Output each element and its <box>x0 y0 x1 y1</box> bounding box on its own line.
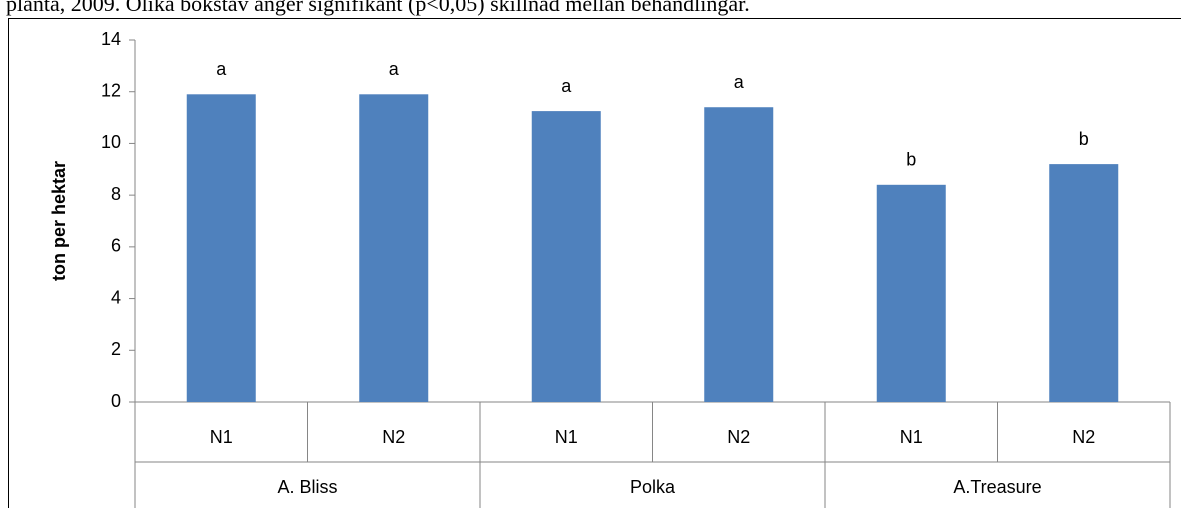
bar-label: a <box>734 72 745 92</box>
y-tick-label: 6 <box>111 236 121 256</box>
y-tick-label: 2 <box>111 339 121 359</box>
y-tick-label: 10 <box>101 132 121 152</box>
bar <box>876 184 946 402</box>
x-tick-label: N1 <box>555 427 578 447</box>
y-tick-label: 4 <box>111 287 121 307</box>
bar <box>186 94 256 403</box>
x-tick-label: N1 <box>210 427 233 447</box>
y-tick-label: 12 <box>101 80 121 100</box>
bar <box>704 107 774 402</box>
y-tick-label: 0 <box>111 391 121 411</box>
caption: planta, 2009. Olika bokstav anger signif… <box>6 0 750 16</box>
x-group-label: A. Bliss <box>277 477 337 497</box>
x-tick-label: N2 <box>382 427 405 447</box>
y-axis-label: ton per hektar <box>49 161 69 281</box>
bar <box>531 111 601 402</box>
x-tick-label: N1 <box>900 427 923 447</box>
bar-label: a <box>389 59 400 79</box>
x-group-label: A.Treasure <box>953 477 1041 497</box>
y-tick-label: 8 <box>111 184 121 204</box>
bar <box>1049 164 1119 402</box>
bar-label: b <box>1079 129 1089 149</box>
bar-label: a <box>561 76 572 96</box>
y-tick-label: 14 <box>101 29 121 49</box>
x-tick-label: N2 <box>1072 427 1095 447</box>
bar <box>359 94 429 403</box>
x-group-label: Polka <box>630 477 676 497</box>
x-tick-label: N2 <box>727 427 750 447</box>
bar-label: a <box>216 59 227 79</box>
bar-label: b <box>906 150 916 170</box>
